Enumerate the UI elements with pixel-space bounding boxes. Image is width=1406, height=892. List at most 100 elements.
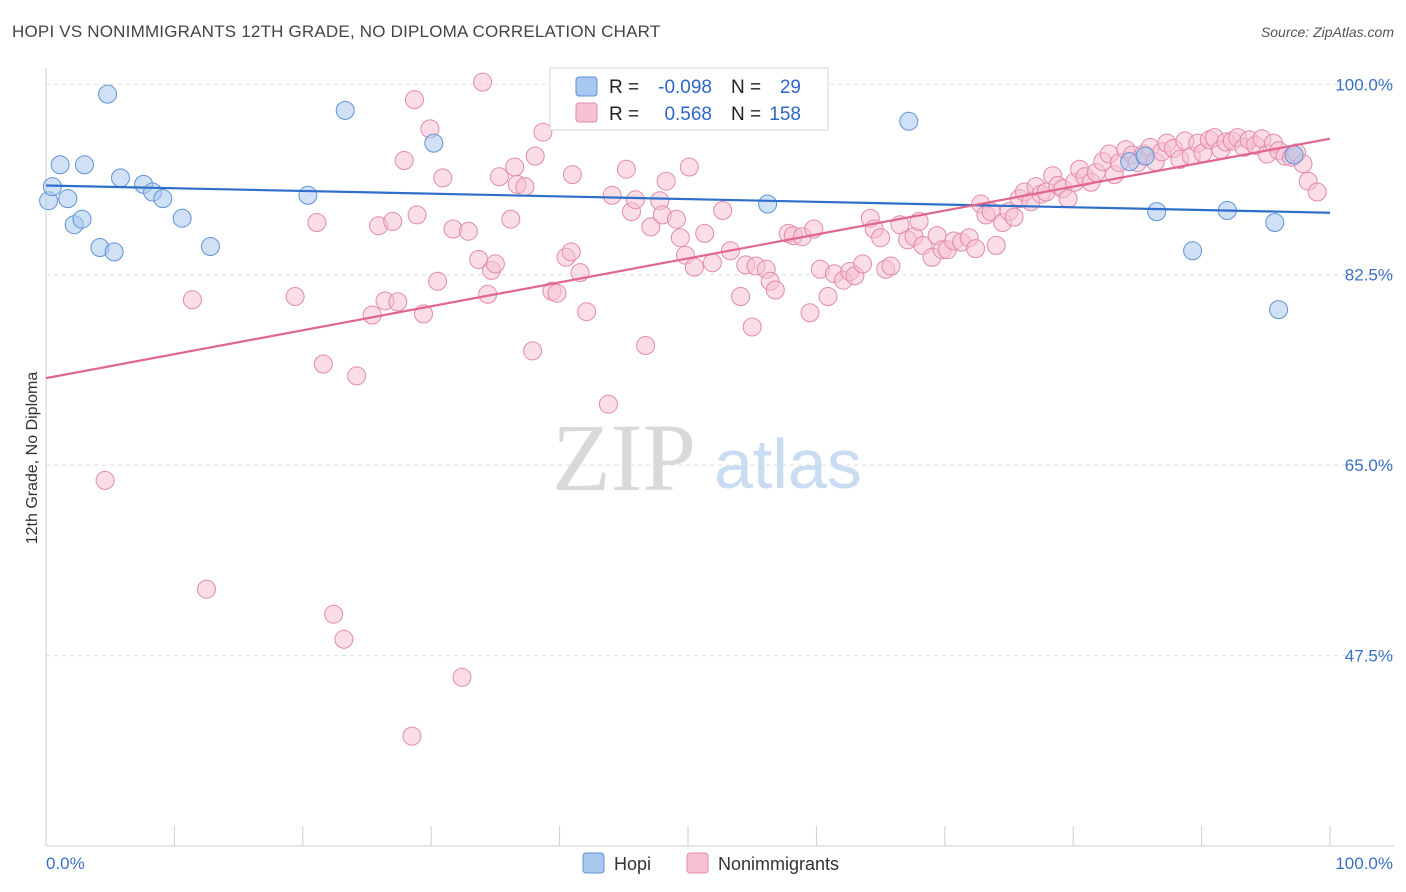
nonimmigrants-point	[515, 177, 535, 197]
hopi-point	[58, 189, 78, 209]
zipatlas-watermark: ZIP atlas	[552, 404, 862, 511]
nonimmigrants-point	[95, 470, 115, 490]
hopi-point	[899, 111, 919, 131]
hopi-point	[200, 237, 220, 256]
nonimmigrants-point	[313, 354, 333, 374]
y-axis-label: 12th Grade, No Diploma	[24, 372, 41, 545]
nonimmigrants-point	[1058, 189, 1078, 209]
y-tick-label: 47.5%	[1345, 647, 1393, 666]
nonimmigrants-point	[407, 205, 427, 225]
hopi-point	[1284, 145, 1304, 165]
legend-n-label-nonimmigrants: N =	[731, 104, 761, 125]
nonimmigrants-point	[562, 165, 582, 185]
nonimmigrants-point	[666, 209, 686, 229]
watermark-atlas: atlas	[714, 425, 862, 503]
nonimmigrants-point	[334, 629, 354, 649]
nonimmigrants-point	[501, 209, 521, 229]
ticks-layer: 100.0% 82.5% 65.0% 47.5% 0.0% 100.0%	[45, 75, 1393, 873]
nonimmigrants-point	[388, 292, 408, 312]
nonimmigrants-point	[525, 146, 545, 166]
nonimmigrants-point	[1307, 182, 1327, 202]
nonimmigrants-point	[523, 341, 543, 361]
legend-r-label-nonimmigrants: R =	[609, 104, 639, 125]
nonimmigrants-point	[561, 242, 581, 262]
bottom-legend-label-nonimmigrants: Nonimmigrants	[718, 854, 839, 874]
nonimmigrants-point	[731, 287, 751, 306]
hopi-point	[72, 209, 92, 229]
hopi-point	[153, 189, 173, 209]
nonimmigrants-point	[383, 211, 403, 231]
hopi-point	[50, 155, 70, 175]
nonimmigrants-point	[405, 90, 424, 110]
nonimmigrants-point	[197, 579, 216, 599]
hopi-point	[424, 133, 444, 153]
x-tick-label: 100.0%	[1335, 854, 1393, 873]
nonimmigrants-point	[966, 239, 986, 259]
nonimmigrants-point	[656, 171, 676, 191]
hopi-point	[298, 185, 318, 205]
nonimmigrants-point	[713, 201, 733, 220]
nonimmigrants-point	[428, 271, 448, 291]
nonimmigrants-point	[853, 254, 873, 274]
nonimmigrants-point	[547, 283, 567, 303]
nonimmigrants-point	[307, 213, 327, 232]
nonimmigrants-point	[616, 159, 636, 179]
nonimmigrants-point	[800, 303, 820, 323]
nonimmigrants-point	[742, 317, 762, 337]
legend-n-value-hopi: 29	[780, 77, 801, 98]
legend-r-value-nonimmigrants: 0.568	[664, 104, 712, 125]
legend-n-value-nonimmigrants: 158	[769, 104, 801, 125]
nonimmigrants-point	[684, 257, 704, 277]
nonimmigrants-point	[636, 336, 656, 355]
points-layer	[39, 72, 1327, 746]
bottom-legend-swatch-hopi	[582, 852, 605, 874]
nonimmigrants-point	[394, 151, 414, 170]
bottom-legend: Hopi Nonimmigrants	[582, 852, 839, 874]
hopi-point	[1183, 241, 1203, 261]
nonimmigrants-point	[458, 221, 478, 241]
nonimmigrants-point	[285, 287, 305, 306]
nonimmigrants-point	[433, 168, 453, 188]
nonimmigrants-point	[402, 726, 422, 746]
nonimmigrants-point	[485, 254, 505, 274]
nonimmigrants-point	[986, 235, 1006, 255]
hopi-point	[1135, 146, 1155, 166]
hopi-point	[1269, 300, 1289, 320]
bottom-legend-swatch-nonimmigrants	[686, 852, 709, 874]
nonimmigrants-point	[598, 394, 618, 414]
nonimmigrants-point	[182, 290, 202, 310]
nonimmigrants-point	[362, 305, 382, 325]
y-tick-label: 65.0%	[1345, 456, 1393, 475]
nonimmigrants-point	[625, 190, 645, 210]
legend-n-label-hopi: N =	[731, 77, 761, 98]
hopi-trend-line	[45, 184, 1331, 214]
hopi-point	[75, 155, 94, 175]
chart-title: HOPI VS NONIMMIGRANTS 12TH GRADE, NO DIP…	[12, 22, 661, 41]
legend-r-value-hopi: -0.098	[658, 77, 712, 98]
y-tick-label: 82.5%	[1345, 266, 1393, 285]
nonimmigrants-point	[533, 122, 553, 142]
nonimmigrants-point	[881, 256, 901, 276]
hopi-point	[758, 194, 778, 214]
hopi-point	[335, 100, 355, 120]
trend-layer	[45, 137, 1331, 380]
nonimmigrants-point	[324, 604, 344, 624]
y-tick-label: 100.0%	[1335, 75, 1393, 94]
nonimmigrants-point	[1004, 207, 1024, 227]
hopi-point	[98, 84, 118, 104]
top-legend: R = -0.098 N = 29 R = 0.568 N = 158	[549, 67, 829, 131]
watermark-zip: ZIP	[552, 404, 696, 511]
nonimmigrants-point	[577, 302, 597, 322]
nonimmigrants-point	[505, 157, 525, 177]
nonimmigrants-point	[765, 280, 785, 300]
nonimmigrants-point	[670, 228, 690, 248]
nonimmigrants-point	[818, 287, 838, 306]
legend-swatch-hopi	[575, 76, 598, 97]
chart-source: Source: ZipAtlas.com	[1260, 24, 1394, 40]
nonimmigrants-point	[702, 253, 722, 273]
hopi-point	[104, 242, 124, 262]
nonimmigrants-point	[695, 223, 715, 243]
legend-r-label-hopi: R =	[609, 77, 639, 98]
hopi-point	[111, 168, 130, 188]
